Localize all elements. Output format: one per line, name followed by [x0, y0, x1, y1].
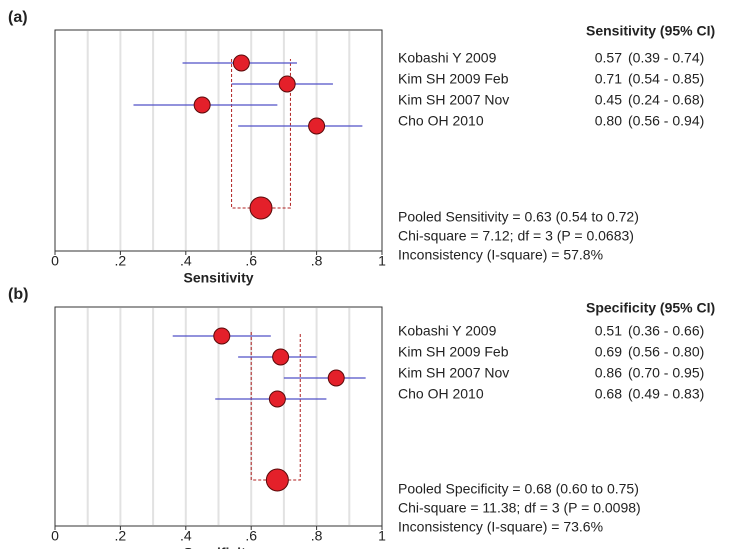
study-ci: (0.56 - 0.94) [628, 113, 704, 129]
pooled-point [265, 468, 289, 492]
panel-label: (a) [8, 9, 28, 26]
forest-panel: (a) Sensitivity (95% CI) 0 .2 .4 .6 .8 1 Sensiti… [8, 9, 715, 285]
study-ci: (0.54 - 0.85) [628, 71, 704, 87]
study-value: 0.69 [595, 344, 622, 360]
x-tick-label: 0 [51, 528, 59, 544]
x-tick-label: .4 [180, 528, 192, 544]
study-point [278, 75, 296, 93]
heterogeneity: Chi-square = 11.38; df = 3 (P = 0.0098) [398, 500, 641, 516]
x-tick-label: .4 [180, 253, 192, 269]
study-name: Cho OH 2010 [398, 386, 484, 402]
study-point [193, 96, 211, 114]
panel-label: (b) [8, 286, 28, 303]
study-name: Kobashi Y 2009 [398, 323, 497, 339]
pooled-label: Pooled Specificity = 0.68 (0.60 to 0.75) [398, 481, 639, 497]
study-name: Kobashi Y 2009 [398, 50, 497, 66]
x-axis-label: Sensitivity [183, 270, 253, 286]
study-value: 0.51 [595, 323, 622, 339]
pooled-label: Pooled Sensitivity = 0.63 (0.54 to 0.72) [398, 209, 639, 225]
study-name: Kim SH 2007 Nov [398, 92, 509, 108]
study-point [308, 117, 326, 135]
study-point [268, 390, 286, 408]
study-value: 0.71 [595, 71, 622, 87]
study-point [213, 327, 231, 345]
x-tick-label: .8 [311, 253, 323, 269]
study-ci: (0.49 - 0.83) [628, 386, 704, 402]
study-ci: (0.70 - 0.95) [628, 365, 704, 381]
x-tick-label: .2 [115, 528, 127, 544]
study-value: 0.57 [595, 50, 622, 66]
study-ci: (0.24 - 0.68) [628, 92, 704, 108]
x-tick-label: 1 [378, 528, 386, 544]
x-tick-label: 1 [378, 253, 386, 269]
column-header: Sensitivity (95% CI) [586, 23, 715, 39]
study-point [327, 369, 345, 387]
heterogeneity: Chi-square = 7.12; df = 3 (P = 0.0683) [398, 228, 634, 244]
x-tick-label: .6 [245, 528, 257, 544]
pooled-point [249, 196, 273, 220]
study-name: Kim SH 2007 Nov [398, 365, 509, 381]
x-tick-label: 0 [51, 253, 59, 269]
study-ci: (0.39 - 0.74) [628, 50, 704, 66]
pooled-ci-box [231, 59, 291, 209]
x-tick-label: .2 [115, 253, 127, 269]
study-ci: (0.56 - 0.80) [628, 344, 704, 360]
x-tick-label: .8 [311, 528, 323, 544]
study-point [232, 54, 250, 72]
study-value: 0.68 [595, 386, 622, 402]
study-value: 0.80 [595, 113, 622, 129]
study-value: 0.86 [595, 365, 622, 381]
forest-panel: (b) Specificity (95% CI) 0 .2 .4 .6 .8 1 Specifi… [8, 286, 715, 549]
x-axis-label: Specificity [183, 545, 253, 549]
study-name: Kim SH 2009 Feb [398, 71, 509, 87]
study-value: 0.45 [595, 92, 622, 108]
study-name: Cho OH 2010 [398, 113, 484, 129]
study-name: Kim SH 2009 Feb [398, 344, 509, 360]
study-point [272, 348, 290, 366]
column-header: Specificity (95% CI) [586, 300, 715, 316]
x-tick-label: .6 [245, 253, 257, 269]
inconsistency: Inconsistency (I-square) = 57.8% [398, 247, 603, 263]
inconsistency: Inconsistency (I-square) = 73.6% [398, 519, 603, 535]
study-ci: (0.36 - 0.66) [628, 323, 704, 339]
